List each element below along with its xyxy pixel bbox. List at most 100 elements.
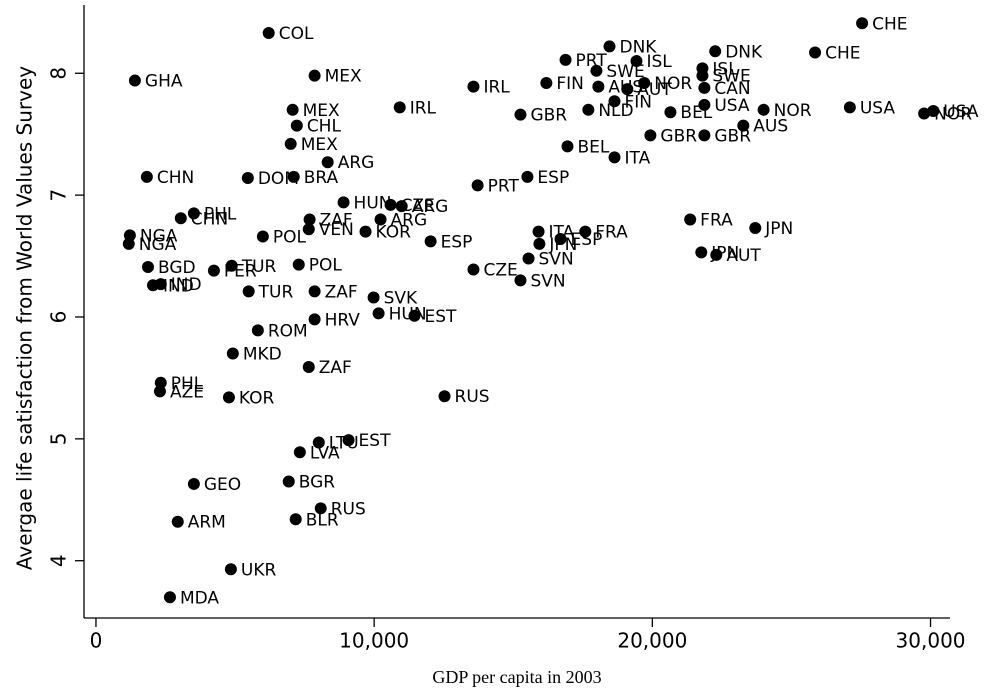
point <box>638 76 651 89</box>
point <box>242 285 255 298</box>
point-label: MDA <box>180 588 219 608</box>
point <box>222 391 235 404</box>
point <box>749 222 762 235</box>
point-label: GEO <box>204 475 241 495</box>
point <box>709 45 722 58</box>
point-label: ZAF <box>320 210 353 230</box>
point-label: ESP <box>441 232 473 252</box>
point <box>163 591 176 604</box>
point-label: IRL <box>483 78 510 98</box>
point <box>696 69 709 82</box>
point-label: ISL <box>646 52 672 72</box>
point <box>467 263 480 276</box>
point-label: KOR <box>239 388 275 408</box>
point-label: FRA <box>700 210 733 230</box>
point-label: DNK <box>725 42 763 62</box>
point-label: COL <box>279 24 314 44</box>
point <box>608 95 621 108</box>
point <box>303 213 316 226</box>
point <box>153 385 166 398</box>
point <box>367 291 380 304</box>
point <box>251 324 264 337</box>
point <box>698 98 711 111</box>
point <box>684 213 697 226</box>
point <box>471 179 484 192</box>
point-label: BGD <box>158 258 196 278</box>
point-label: UKR <box>241 560 277 580</box>
point-label: RUS <box>331 499 366 519</box>
point <box>293 446 306 459</box>
point <box>514 274 527 287</box>
point-label: BEL <box>577 137 609 157</box>
point <box>590 64 603 77</box>
point <box>698 81 711 94</box>
point-label: USA <box>860 98 896 118</box>
y-axis-title: Avergae life satisfaction from World Val… <box>13 66 37 570</box>
x-tick-label: 20,000 <box>617 629 687 653</box>
point <box>467 80 480 93</box>
point-label: ARM <box>188 513 226 533</box>
point-label: IRL <box>410 98 437 118</box>
point-label: EST <box>424 307 457 327</box>
point <box>359 225 372 238</box>
x-tick-label: 10,000 <box>339 629 409 653</box>
point-label: NGA <box>140 226 178 246</box>
point <box>174 212 187 225</box>
point-label: BRA <box>304 168 339 188</box>
point-label: SWE <box>712 67 750 87</box>
point <box>698 129 711 142</box>
point-label: BLR <box>306 510 339 530</box>
point-label: MEX <box>303 101 340 121</box>
point <box>579 225 592 238</box>
point <box>621 83 634 96</box>
point-label: CZE <box>401 196 435 216</box>
point-label: NGA <box>139 235 177 255</box>
point <box>554 232 567 245</box>
x-tick-label: 30,000 <box>896 629 966 653</box>
point-label: PRT <box>488 176 520 196</box>
point <box>918 107 931 120</box>
point-label: ESP <box>537 168 569 188</box>
point-label: NOR <box>774 101 812 121</box>
point-label: AUT <box>726 246 761 266</box>
point-label: HRV <box>325 310 361 330</box>
point <box>809 46 822 59</box>
point-label: MEX <box>325 67 362 87</box>
point-label: LVA <box>310 443 340 463</box>
point-label: GBR <box>530 106 567 126</box>
point-label: JPN <box>548 235 577 255</box>
point <box>843 101 856 114</box>
point <box>582 103 595 116</box>
point <box>408 309 421 322</box>
point-label: DNK <box>619 37 657 57</box>
point-label: IND <box>171 275 202 295</box>
x-axis-title: GDP per capita in 2003 <box>432 667 601 687</box>
point <box>374 213 387 226</box>
point <box>187 477 200 490</box>
point <box>284 137 297 150</box>
point-label: TUR <box>241 257 277 277</box>
point-label: EST <box>359 431 392 451</box>
point-label: AUT <box>637 80 672 100</box>
point <box>695 246 708 259</box>
point <box>561 140 574 153</box>
point <box>927 105 940 118</box>
point-label: USA <box>943 102 979 122</box>
point-label: LTU <box>329 434 359 454</box>
point-label: ISL <box>712 59 738 79</box>
point-label: ESP <box>571 230 603 250</box>
point <box>395 200 408 213</box>
point-label: SVK <box>384 288 418 308</box>
point <box>372 307 385 320</box>
point-label: BGR <box>299 473 336 493</box>
x-tick-label: 0 <box>90 629 103 653</box>
point-label: POL <box>273 228 307 248</box>
point <box>262 27 275 40</box>
point <box>171 515 184 528</box>
point-label: NOR <box>934 104 972 124</box>
point <box>540 76 553 89</box>
point <box>312 436 325 449</box>
point-label: PHL <box>204 204 237 224</box>
point-label: TUR <box>258 282 294 302</box>
point <box>292 258 305 271</box>
